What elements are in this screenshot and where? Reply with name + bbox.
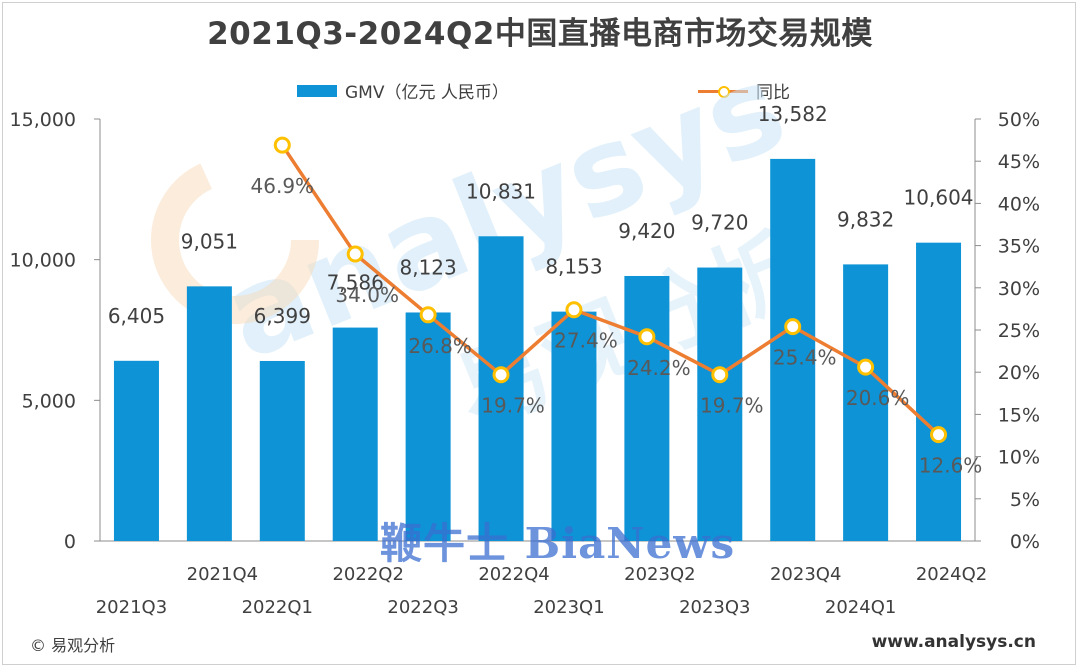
yoy-marker — [492, 366, 510, 384]
gmv-bar — [697, 267, 743, 541]
chart-legend: GMV（亿元 人民币） 同比 — [0, 78, 1080, 103]
footer-copyright: © 易观分析 — [30, 636, 116, 655]
chart-title: 2021Q3-2024Q2中国直播电商市场交易规模 — [207, 16, 873, 52]
yoy-marker — [273, 136, 291, 154]
y-right-tick-label: 5% — [1010, 489, 1040, 511]
yoy-data-label: 34.0% — [335, 283, 399, 307]
y-left-tick-label: 10,000 — [10, 250, 76, 272]
gmv-bar — [916, 242, 962, 541]
yoy-marker — [784, 318, 802, 336]
analysys-logo-arc — [151, 156, 319, 324]
gmv-bar — [551, 311, 597, 541]
x-tick-label: 2022Q4 — [478, 564, 549, 585]
gmv-bar — [186, 286, 232, 541]
x-tick-label: 2022Q2 — [332, 564, 403, 585]
gmv-data-label: 9,051 — [181, 229, 238, 253]
gmv-bar — [770, 158, 816, 541]
legend-item-yoy: 同比 — [698, 78, 790, 103]
legend-line-swatch — [698, 84, 748, 98]
yoy-data-label: 27.4% — [554, 329, 618, 353]
footer-url: www.analysys.cn — [871, 632, 1036, 652]
yoy-data-label: 19.7% — [700, 394, 764, 418]
gmv-data-label: 13,582 — [758, 102, 828, 126]
gmv-bar — [478, 236, 524, 541]
bianews-watermark: 鞭牛士 BiaNews — [380, 519, 736, 568]
y-right-tick-label: 35% — [998, 236, 1040, 258]
legend-bar-label: GMV（亿元 人民币） — [345, 83, 509, 103]
y-right-tick-label: 0% — [1010, 531, 1040, 553]
yoy-data-label: 26.8% — [408, 334, 472, 358]
x-tick-label: 2023Q4 — [770, 564, 841, 585]
x-tick-label: 2021Q3 — [96, 597, 167, 618]
yoy-marker — [346, 245, 364, 263]
gmv-data-label: 6,399 — [254, 304, 311, 328]
yoy-line — [280, 144, 940, 436]
yoy-data-label: 20.6% — [846, 386, 910, 410]
yoy-data-label: 19.7% — [481, 394, 545, 418]
legend-bar-swatch — [297, 84, 337, 97]
y-right-tick-label: 50% — [998, 109, 1040, 131]
gmv-bar — [113, 360, 159, 541]
x-tick-label: 2021Q4 — [187, 564, 258, 585]
y-right-tick-label: 45% — [998, 151, 1040, 173]
yoy-marker — [565, 301, 583, 319]
gmv-data-label: 8,153 — [545, 255, 602, 279]
gmv-bar — [624, 275, 670, 541]
legend-item-gmv: GMV（亿元 人民币） — [297, 78, 509, 103]
yoy-marker — [419, 306, 437, 324]
x-tick-label: 2023Q3 — [679, 597, 750, 618]
gmv-data-label: 7,586 — [327, 271, 384, 295]
yoy-data-label: 25.4% — [773, 346, 837, 370]
gmv-data-label: 6,405 — [108, 304, 165, 328]
y-right-tick-label: 15% — [998, 404, 1040, 426]
yoy-data-label: 24.2% — [627, 356, 691, 380]
yoy-data-label: 12.6% — [919, 454, 983, 478]
gmv-bar — [843, 264, 889, 541]
yoy-marker — [857, 358, 875, 376]
x-tick-label: 2024Q1 — [825, 597, 896, 618]
x-tick-label: 2024Q2 — [916, 564, 987, 585]
y-right-tick-label: 25% — [998, 320, 1040, 342]
y-right-tick-label: 40% — [998, 193, 1040, 215]
y-right-tick-label: 10% — [998, 447, 1040, 469]
y-left-tick-label: 0 — [64, 531, 76, 553]
y-left-tick-label: 5,000 — [22, 390, 76, 412]
gmv-data-label: 9,832 — [837, 207, 894, 231]
x-tick-label: 2023Q2 — [624, 564, 695, 585]
gmv-data-label: 10,604 — [904, 186, 974, 210]
x-tick-label: 2022Q1 — [242, 597, 313, 618]
y-right-tick-label: 20% — [998, 362, 1040, 384]
y-left-tick-label: 15,000 — [10, 109, 76, 131]
gmv-data-label: 9,720 — [691, 211, 748, 235]
legend-line-label: 同比 — [756, 83, 790, 103]
yoy-marker — [638, 328, 656, 346]
gmv-data-label: 10,831 — [466, 179, 536, 203]
yoy-data-label: 46.9% — [251, 174, 315, 198]
gmv-data-label: 9,420 — [618, 219, 675, 243]
y-right-tick-label: 30% — [998, 278, 1040, 300]
x-tick-label: 2022Q3 — [387, 597, 458, 618]
gmv-bar — [332, 327, 378, 541]
gmv-data-label: 8,123 — [399, 255, 456, 279]
x-tick-label: 2023Q1 — [533, 597, 604, 618]
gmv-bar — [405, 312, 451, 541]
gmv-bar — [259, 360, 305, 541]
yoy-marker — [930, 426, 948, 444]
yoy-marker — [711, 366, 729, 384]
